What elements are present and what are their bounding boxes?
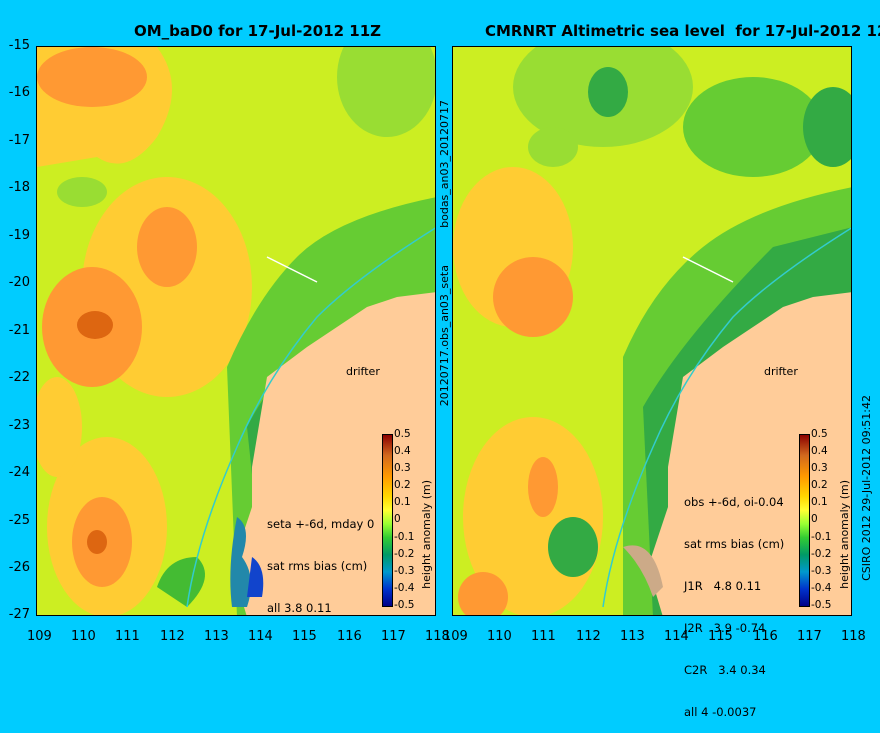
stats-line: all 3.8 0.11	[267, 601, 332, 615]
x-tick-label: 109	[443, 629, 468, 644]
right-sea-level-map	[452, 46, 852, 616]
colorbar-tick: -0.1	[811, 530, 832, 543]
left-colorbar	[382, 434, 393, 607]
right-map-graphic	[453, 47, 851, 615]
colorbar-tick: -0.5	[811, 598, 832, 611]
colorbar-tick: 0.3	[394, 462, 411, 475]
x-tick-label: 111	[115, 629, 140, 644]
colorbar-tick: 0.5	[811, 428, 828, 440]
y-tick-label: -26	[8, 560, 30, 575]
stats-line: J2R 3.9 -0.74	[684, 621, 766, 635]
drifter-label-right: drifter	[764, 365, 798, 378]
colorbar-tick: 0	[394, 513, 401, 526]
colorbar-tick: -0.2	[394, 547, 415, 560]
colorbar-tick: 0.2	[394, 479, 411, 492]
colorbar-tick: -0.3	[811, 564, 832, 577]
y-tick-label: -19	[8, 228, 30, 243]
y-tick-label: -27	[8, 607, 30, 622]
x-tick-label: 113	[204, 629, 229, 644]
left-stats: seta +-6d, mday 0 sat rms bias (cm) all …	[267, 489, 374, 629]
x-tick-label: 113	[620, 629, 645, 644]
stats-line: obs +-6d, oi-0.04	[684, 495, 784, 509]
y-tick-label: -18	[8, 180, 30, 195]
stats-line: seta +-6d, mday 0	[267, 517, 375, 531]
colorbar-tick: -0.3	[394, 564, 415, 577]
y-tick-label: -21	[8, 323, 30, 338]
right-map-title: CMRNRT Altimetric sea level for 17-Jul-2…	[485, 22, 880, 40]
right-colorbar-label: height anomaly (m)	[838, 480, 851, 589]
colorbar-tick: -0.2	[811, 547, 832, 560]
x-tick-label: 116	[337, 629, 362, 644]
colorbar-tick: 0.3	[811, 462, 828, 475]
left-colorbar-label: height anomaly (m)	[420, 480, 433, 589]
left-colorbar-ticks: 0.5 0.4 0.3 0.2 0.1 0 -0.1 -0.2 -0.3 -0.…	[394, 426, 415, 614]
x-tick-label: 112	[576, 629, 601, 644]
colorbar-tick: 0.5	[394, 428, 411, 440]
colorbar-tick: 0.4	[394, 445, 411, 458]
left-map-graphic	[37, 47, 435, 615]
y-tick-label: -24	[8, 465, 30, 480]
middle-caption: 20120717.obs_an03_seta	[438, 265, 451, 407]
y-tick-label: -25	[8, 513, 30, 528]
y-tick-label: -20	[8, 275, 30, 290]
y-tick-label: -15	[8, 38, 30, 53]
x-tick-label: 114	[248, 629, 273, 644]
stats-line: all 4 -0.0037	[684, 705, 757, 719]
x-tick-label: 118	[841, 629, 866, 644]
left-map-title: OM_baD0 for 17-Jul-2012 11Z	[134, 22, 382, 40]
middle-caption-top: bodas_an03_20120717	[438, 100, 451, 228]
right-stats: obs +-6d, oi-0.04 sat rms bias (cm) J1R …	[684, 467, 784, 733]
colorbar-tick: -0.5	[394, 598, 415, 611]
x-tick-label: 115	[292, 629, 317, 644]
x-tick-label: 115	[708, 629, 733, 644]
colorbar-tick: 0	[811, 513, 818, 526]
x-tick-label: 112	[160, 629, 185, 644]
x-tick-label: 111	[531, 629, 556, 644]
drifter-label-left: drifter	[346, 365, 380, 378]
y-tick-label: -22	[8, 370, 30, 385]
x-tick-label: 110	[487, 629, 512, 644]
colorbar-tick: -0.4	[811, 581, 832, 594]
colorbar-tick: 0.1	[394, 496, 411, 509]
x-tick-label: 118	[425, 629, 450, 644]
y-tick-label: -23	[8, 418, 30, 433]
x-tick-label: 110	[71, 629, 96, 644]
x-tick-label: 117	[381, 629, 406, 644]
x-tick-label: 116	[753, 629, 778, 644]
colorbar-tick: 0.1	[811, 496, 828, 509]
stats-line: sat rms bias (cm)	[684, 537, 785, 551]
right-colorbar-ticks: 0.5 0.4 0.3 0.2 0.1 0 -0.1 -0.2 -0.3 -0.…	[811, 426, 832, 614]
x-tick-label: 109	[27, 629, 52, 644]
y-tick-label: -16	[8, 85, 30, 100]
credit-text: CSIRO 2012 29-Jul-2012 09:51:42	[860, 395, 873, 581]
right-colorbar	[799, 434, 810, 607]
colorbar-tick: -0.1	[394, 530, 415, 543]
x-tick-label: 117	[797, 629, 822, 644]
colorbar-tick: -0.4	[394, 581, 415, 594]
y-tick-label: -17	[8, 133, 30, 148]
stats-line: sat rms bias (cm)	[267, 559, 368, 573]
x-tick-label: 114	[664, 629, 689, 644]
left-sea-level-map	[36, 46, 436, 616]
colorbar-tick: 0.4	[811, 445, 828, 458]
stats-line: J1R 4.8 0.11	[684, 579, 762, 593]
stats-line: C2R 3.4 0.34	[684, 663, 766, 677]
colorbar-tick: 0.2	[811, 479, 828, 492]
